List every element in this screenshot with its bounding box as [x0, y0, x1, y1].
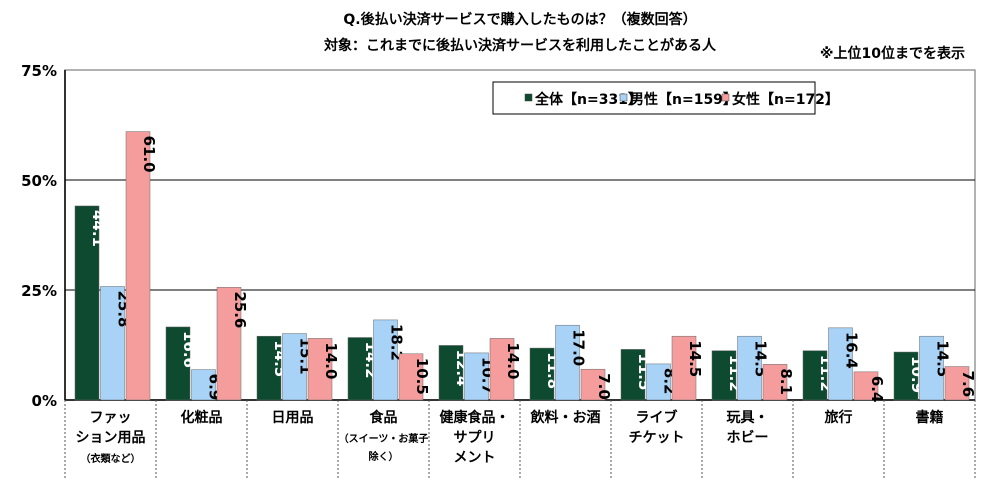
x-tick-label: ファッ	[90, 410, 132, 426]
bar	[853, 371, 879, 401]
bar	[307, 338, 333, 401]
x-tick-label: チケット	[629, 430, 685, 446]
y-tick-label: 75%	[21, 62, 57, 80]
data-label: 8.1	[777, 368, 795, 395]
bar	[74, 205, 100, 401]
y-tick-label: 25%	[21, 282, 57, 300]
x-tick-label: ション用品	[76, 430, 146, 446]
bar	[671, 335, 697, 401]
bar	[737, 335, 762, 401]
data-label: 61.0	[140, 136, 158, 173]
bar	[256, 335, 282, 401]
data-label: 16.6	[180, 331, 198, 368]
data-label: 16.4	[843, 332, 861, 369]
x-tick-label: 旅行	[825, 409, 853, 426]
x-tick-label: 化粧品	[181, 409, 223, 426]
bar	[125, 131, 151, 401]
data-label: 17.0	[570, 329, 588, 366]
bar	[529, 347, 555, 401]
bar	[893, 351, 919, 401]
bar	[620, 349, 646, 401]
data-label: 7.6	[959, 371, 977, 398]
data-label: 14.0	[322, 342, 340, 379]
bar	[216, 287, 242, 401]
bar	[944, 366, 970, 401]
legend-label: 全体【n=331】	[534, 91, 642, 108]
legend	[492, 81, 816, 115]
x-tick-label: ライブ	[636, 409, 678, 426]
bar	[438, 345, 464, 401]
bar	[464, 352, 489, 401]
x-tick-label: 除く）	[369, 450, 399, 463]
bar	[711, 350, 737, 401]
legend-swatch	[619, 93, 628, 102]
plot-area	[64, 69, 976, 401]
chart-title: Q.後払い決済サービスで購入したものは？（複数回答）	[343, 11, 696, 28]
x-tick-label: 日用品	[272, 410, 314, 426]
data-label: 10.5	[413, 358, 431, 395]
x-tick-label: 飲料・お酒	[530, 409, 601, 426]
legend-label: 男性【n=159】	[630, 91, 737, 108]
data-label: 14.5	[686, 340, 704, 377]
data-label: 7.0	[595, 373, 613, 400]
data-label: 44.1	[89, 210, 107, 247]
bar	[347, 337, 373, 401]
legend-swatch	[721, 93, 730, 102]
x-tick-label: サプリ	[454, 430, 496, 446]
legend-swatch	[524, 93, 533, 102]
data-label: 18.2	[388, 324, 406, 361]
bar	[398, 353, 424, 401]
bar	[191, 369, 216, 401]
chart-note: ※上位10位までを表示	[820, 45, 965, 62]
x-tick-label: 玩具・	[727, 410, 769, 426]
chart-subtitle: 対象：これまでに後払い決済サービスを利用したことがある人	[323, 37, 717, 54]
y-tick-label: 50%	[21, 172, 57, 190]
x-tick-label: 健康食品・	[440, 409, 510, 426]
x-tick-label: （スイーツ・お菓子	[339, 432, 429, 445]
bar	[489, 338, 515, 401]
legend-label: 女性【n=172】	[732, 91, 839, 108]
bar	[802, 350, 828, 401]
x-tick-label: （衣類など）	[81, 452, 141, 465]
data-label: 25.6	[231, 291, 249, 328]
bar	[762, 364, 788, 401]
x-tick-label: メント	[454, 450, 496, 466]
bar	[282, 333, 307, 401]
x-tick-label: 書籍	[916, 409, 944, 426]
bar	[555, 324, 580, 401]
data-label: 6.4	[868, 376, 886, 403]
bar	[165, 326, 191, 401]
bar	[828, 327, 853, 401]
bar	[100, 286, 125, 401]
bar	[919, 335, 944, 401]
x-tick-label: 食品	[370, 409, 398, 426]
data-label: 14.0	[504, 342, 522, 379]
y-tick-label: 0%	[32, 392, 57, 410]
bar	[580, 368, 606, 401]
bar	[646, 363, 671, 401]
x-tick-label: ホビー	[727, 430, 769, 446]
bar	[373, 319, 398, 401]
